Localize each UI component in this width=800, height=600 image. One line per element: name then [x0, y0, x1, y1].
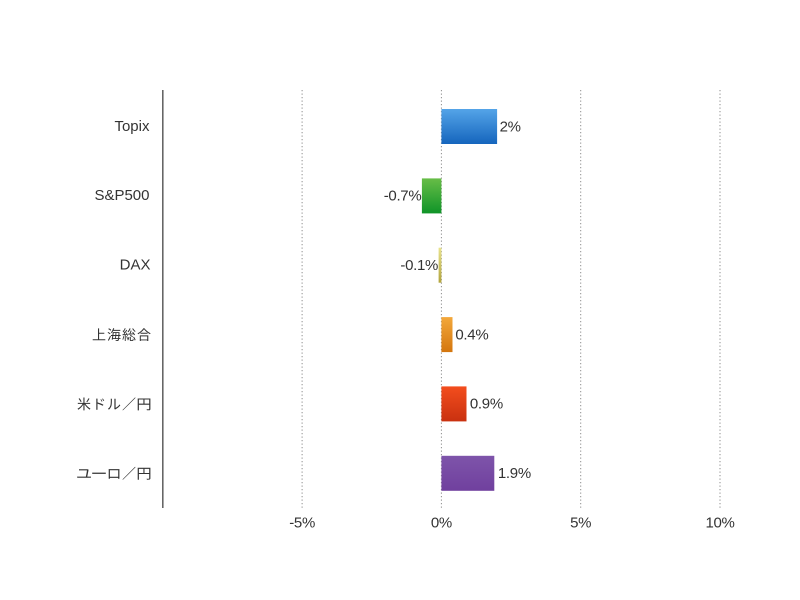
svg-text:5%: 5% [570, 514, 591, 531]
svg-text:S&P500: S&P500 [94, 187, 149, 204]
svg-text:-0.1%: -0.1% [400, 257, 438, 274]
svg-text:0.9%: 0.9% [470, 396, 503, 413]
svg-text:-0.7%: -0.7% [384, 188, 422, 205]
svg-text:0.4%: 0.4% [455, 326, 488, 343]
svg-text:10%: 10% [705, 514, 734, 531]
svg-text:2%: 2% [500, 118, 521, 135]
svg-text:0%: 0% [431, 514, 452, 531]
svg-text:Topix: Topix [114, 118, 150, 135]
svg-text:DAX: DAX [120, 257, 151, 274]
svg-text:1.9%: 1.9% [498, 465, 531, 482]
svg-text:-5%: -5% [289, 514, 315, 531]
